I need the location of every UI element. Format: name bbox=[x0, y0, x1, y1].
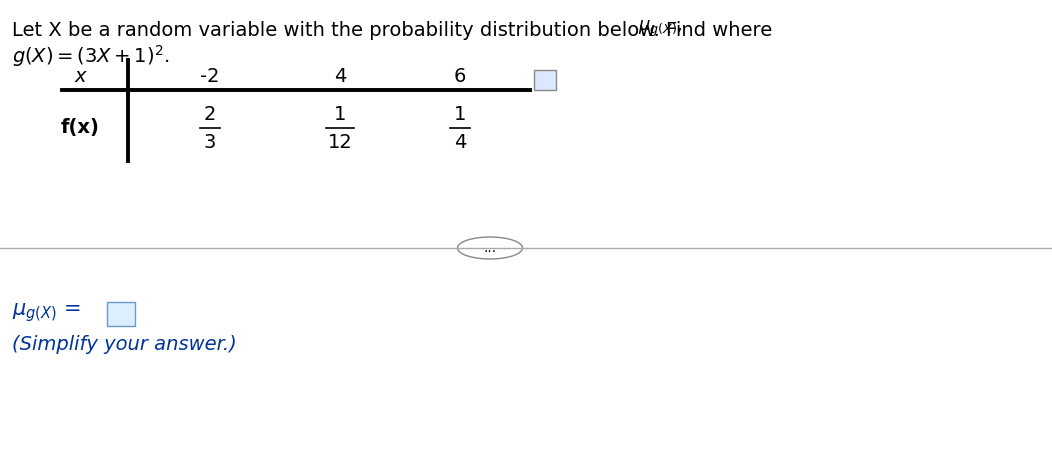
Text: 1: 1 bbox=[453, 105, 466, 123]
Ellipse shape bbox=[458, 237, 523, 259]
Text: 4: 4 bbox=[453, 132, 466, 151]
Text: 12: 12 bbox=[327, 132, 352, 151]
Text: -2: -2 bbox=[200, 67, 220, 86]
Text: ...: ... bbox=[484, 241, 497, 255]
Text: $g(X) = (3X + 1)^2.$: $g(X) = (3X + 1)^2.$ bbox=[12, 43, 169, 69]
Text: where: where bbox=[706, 21, 772, 40]
Text: $\mu_{g(X)}$ =: $\mu_{g(X)}$ = bbox=[12, 301, 81, 324]
Text: (Simplify your answer.): (Simplify your answer.) bbox=[12, 335, 237, 354]
FancyBboxPatch shape bbox=[534, 70, 557, 90]
FancyBboxPatch shape bbox=[107, 302, 135, 326]
Text: 3: 3 bbox=[204, 132, 217, 151]
Text: Let X be a random variable with the probability distribution below. Find: Let X be a random variable with the prob… bbox=[12, 21, 712, 40]
Text: $\mu_{g(X)},$: $\mu_{g(X)},$ bbox=[638, 19, 683, 39]
Text: 1: 1 bbox=[333, 105, 346, 123]
Text: f(x): f(x) bbox=[61, 119, 100, 138]
Text: 6: 6 bbox=[453, 67, 466, 86]
Text: x: x bbox=[75, 67, 86, 86]
Text: 4: 4 bbox=[333, 67, 346, 86]
Text: 2: 2 bbox=[204, 105, 217, 123]
